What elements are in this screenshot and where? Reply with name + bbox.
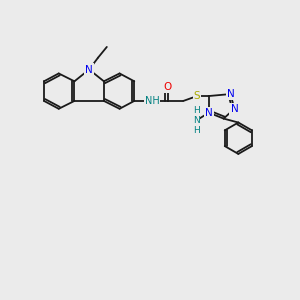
Text: O: O <box>164 82 172 92</box>
Text: NH: NH <box>145 96 159 106</box>
Text: N: N <box>230 104 238 114</box>
Text: H
N
H: H N H <box>193 106 200 136</box>
Text: N: N <box>205 108 213 118</box>
Text: N: N <box>226 89 234 99</box>
Text: S: S <box>194 91 200 101</box>
Text: N: N <box>85 64 93 74</box>
